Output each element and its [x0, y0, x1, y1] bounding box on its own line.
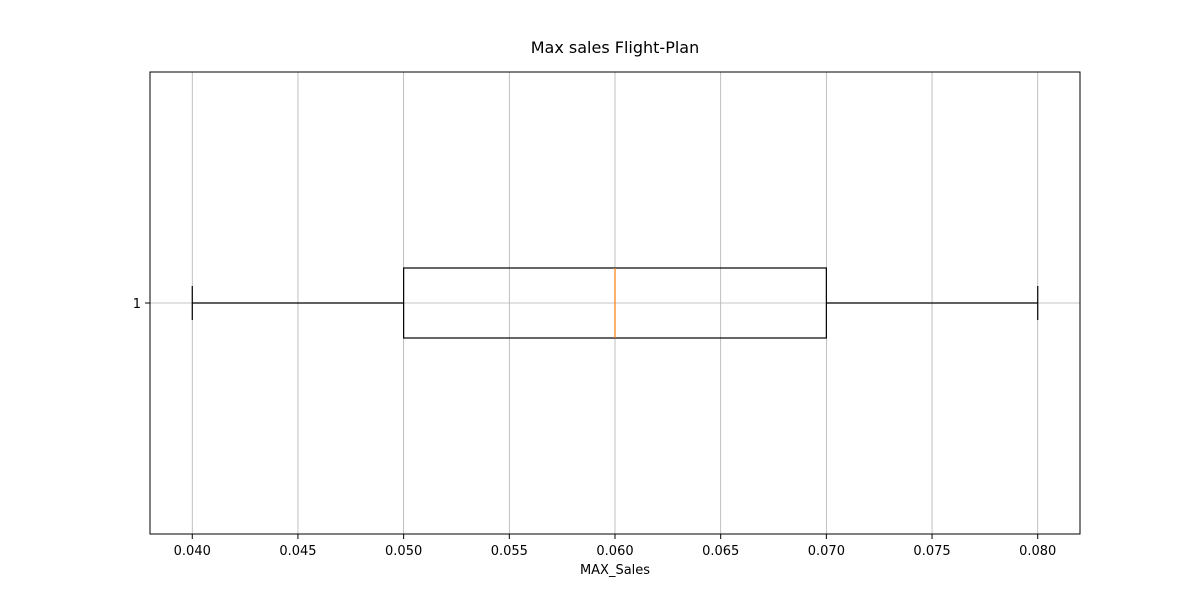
y-tick-label: 1: [133, 297, 141, 312]
x-tick-label: 0.060: [596, 544, 633, 559]
x-tick-label: 0.055: [491, 544, 528, 559]
axis-ticks: 0.040 0.045 0.050 0.055 0.060 0.065 0.070 0.075…: [133, 297, 1057, 559]
x-tick-label: 0.040: [174, 544, 211, 559]
x-axis-label: MAX_Sales: [580, 563, 650, 578]
box-marks: [191, 267, 1039, 339]
x-tick-label: 0.080: [1019, 544, 1056, 559]
x-tick-label: 0.050: [385, 544, 422, 559]
chart-title: Max sales Flight-Plan: [531, 38, 700, 57]
x-tick-label: 0.065: [702, 544, 739, 559]
x-tick-label: 0.070: [808, 544, 845, 559]
x-tick-label: 0.075: [913, 544, 950, 559]
x-tick-label: 0.045: [279, 544, 316, 559]
